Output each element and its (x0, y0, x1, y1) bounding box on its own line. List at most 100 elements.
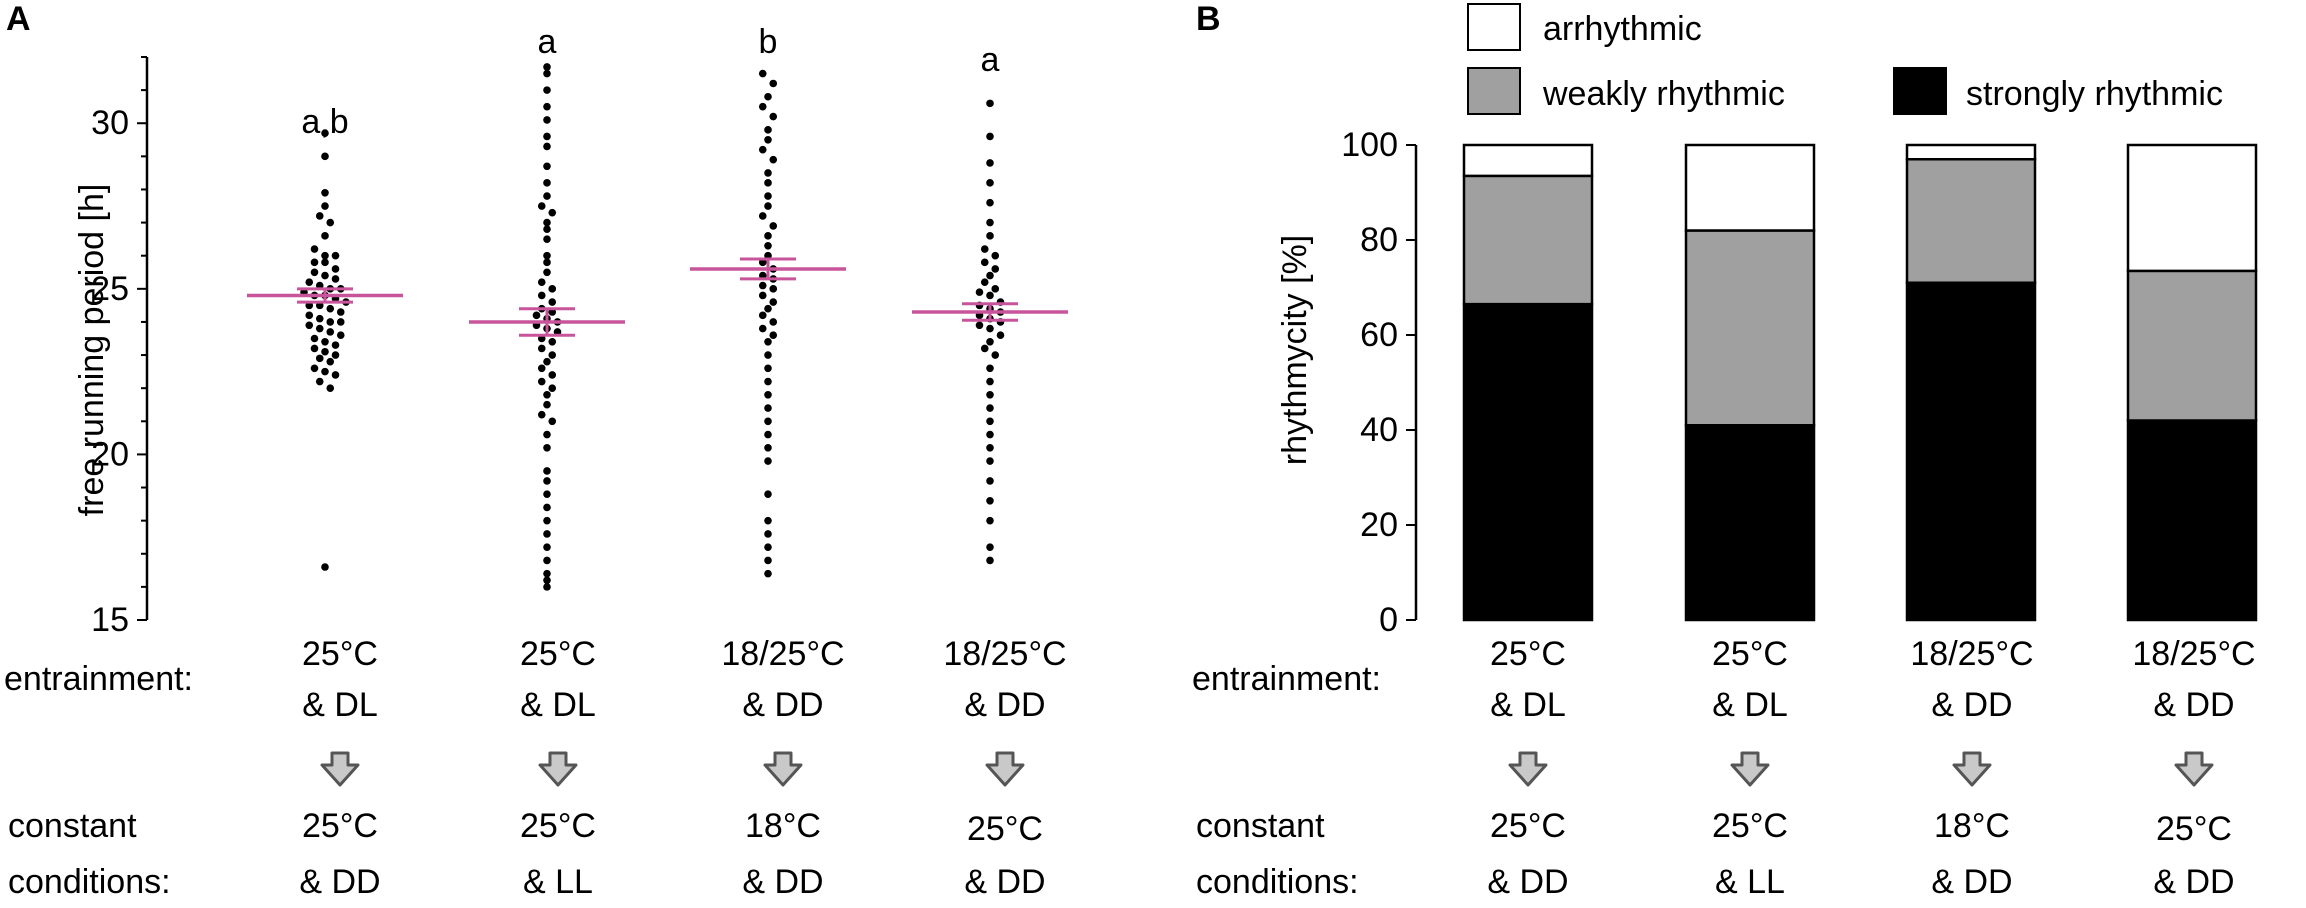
a-tick-label: 20 (91, 435, 129, 473)
panel-b-y-axis: 0 20 40 60 80 100 (1341, 126, 1418, 639)
b-tick-label: 0 (1379, 601, 1398, 639)
data-point (986, 516, 994, 525)
data-point (537, 377, 546, 386)
bar-segment-arrhythmic (1684, 143, 1816, 232)
data-point (764, 516, 772, 525)
panel-b-stacked-bars (1462, 143, 2258, 622)
data-point (543, 443, 551, 452)
data-point (986, 364, 994, 373)
panel-b-label: B (1196, 0, 1221, 38)
b-const-line1-2: 25°C (1712, 807, 1788, 845)
data-point (321, 563, 329, 571)
data-point (532, 311, 541, 320)
bar-segment-arrhythmic (1462, 143, 1594, 178)
data-point (537, 278, 546, 287)
data-point (758, 291, 767, 300)
legend-swatch-strong (1893, 67, 1947, 115)
data-point (326, 384, 335, 392)
b-entrain-line2-4: & DD (2153, 686, 2234, 724)
data-point (537, 291, 546, 300)
entrainment-label-b: entrainment: (1192, 660, 1381, 698)
data-point (769, 112, 778, 121)
b-const-line2-3: & DD (1931, 863, 2012, 901)
data-point (764, 135, 772, 144)
panel-a-conditions: 25°C & DL 25°C & DD 25°C & DL 25°C & LL … (299, 635, 1066, 901)
data-point (975, 321, 984, 330)
data-point (336, 318, 345, 326)
data-point (764, 404, 772, 412)
data-point (764, 126, 772, 134)
data-point (548, 298, 557, 306)
bar-segment-strongly-rhythmic (2126, 419, 2258, 622)
a-tick-label: 25 (91, 270, 129, 308)
data-point (769, 222, 778, 230)
panel-a-label: A (6, 0, 31, 38)
data-point (764, 202, 772, 210)
data-point (764, 490, 772, 498)
data-point (305, 278, 314, 287)
bar-segment-arrhythmic (2126, 143, 2258, 273)
b-entrain-line1-4: 18/25°C (2132, 635, 2255, 673)
data-point (769, 298, 778, 306)
down-arrow-icon (1952, 751, 1992, 787)
data-point (980, 344, 989, 353)
data-point (321, 258, 329, 267)
panel-a-y-axis-title: free running period [h] (73, 184, 111, 517)
b-const-line1-1: 25°C (1490, 807, 1566, 845)
data-point (764, 443, 772, 452)
data-point (331, 265, 340, 273)
bar-segment-strongly-rhythmic (1905, 281, 2037, 622)
data-point (331, 341, 340, 349)
down-arrow-icon (1730, 751, 1770, 787)
data-point (543, 235, 551, 243)
data-point (991, 285, 1000, 293)
panel-b-y-axis-title: rhythmycity [%] (1276, 235, 1314, 465)
data-point (986, 417, 994, 426)
data-point (758, 102, 767, 111)
down-arrow-icon (320, 751, 360, 787)
data-point (996, 331, 1005, 339)
legend-swatch-arrhythmic (1467, 3, 1521, 51)
data-point (326, 218, 335, 227)
data-point (543, 162, 551, 171)
data-point (543, 116, 551, 124)
data-point (769, 331, 778, 339)
data-point (537, 344, 546, 353)
bar-segment-strongly-rhythmic (1462, 302, 1594, 622)
data-point (543, 530, 551, 538)
b-tick-label: 100 (1341, 126, 1398, 164)
data-point (331, 251, 340, 260)
data-point (543, 218, 551, 227)
data-point (543, 543, 551, 551)
data-point (764, 179, 772, 187)
data-point (543, 258, 551, 267)
a-entrain-line2-4: & DD (964, 686, 1045, 724)
data-point (991, 265, 1000, 273)
data-point (764, 351, 772, 359)
data-point (986, 496, 994, 505)
data-point (764, 543, 772, 551)
bar-segment-weakly-rhythmic (2126, 269, 2258, 422)
data-point (986, 132, 994, 141)
data-point (331, 371, 340, 379)
down-arrow-icon (763, 751, 803, 787)
data-point (331, 351, 340, 359)
data-point (980, 245, 989, 253)
data-point (758, 212, 767, 220)
a-const-line2-2: & LL (523, 863, 593, 901)
data-point (543, 192, 551, 200)
data-point (543, 430, 551, 439)
data-point (315, 314, 324, 323)
data-point (315, 324, 324, 333)
legend-label-strong: strongly rhythmic (1966, 75, 2223, 113)
arrows (320, 751, 2214, 787)
panel-a-y-axis: 15 20 25 30 (91, 56, 149, 639)
data-point (321, 188, 329, 197)
data-point (764, 192, 772, 200)
bar-segment-weakly-rhythmic (1462, 174, 1594, 306)
data-point (764, 556, 772, 565)
data-point (321, 271, 329, 280)
data-point (764, 338, 772, 346)
data-point (543, 69, 551, 78)
